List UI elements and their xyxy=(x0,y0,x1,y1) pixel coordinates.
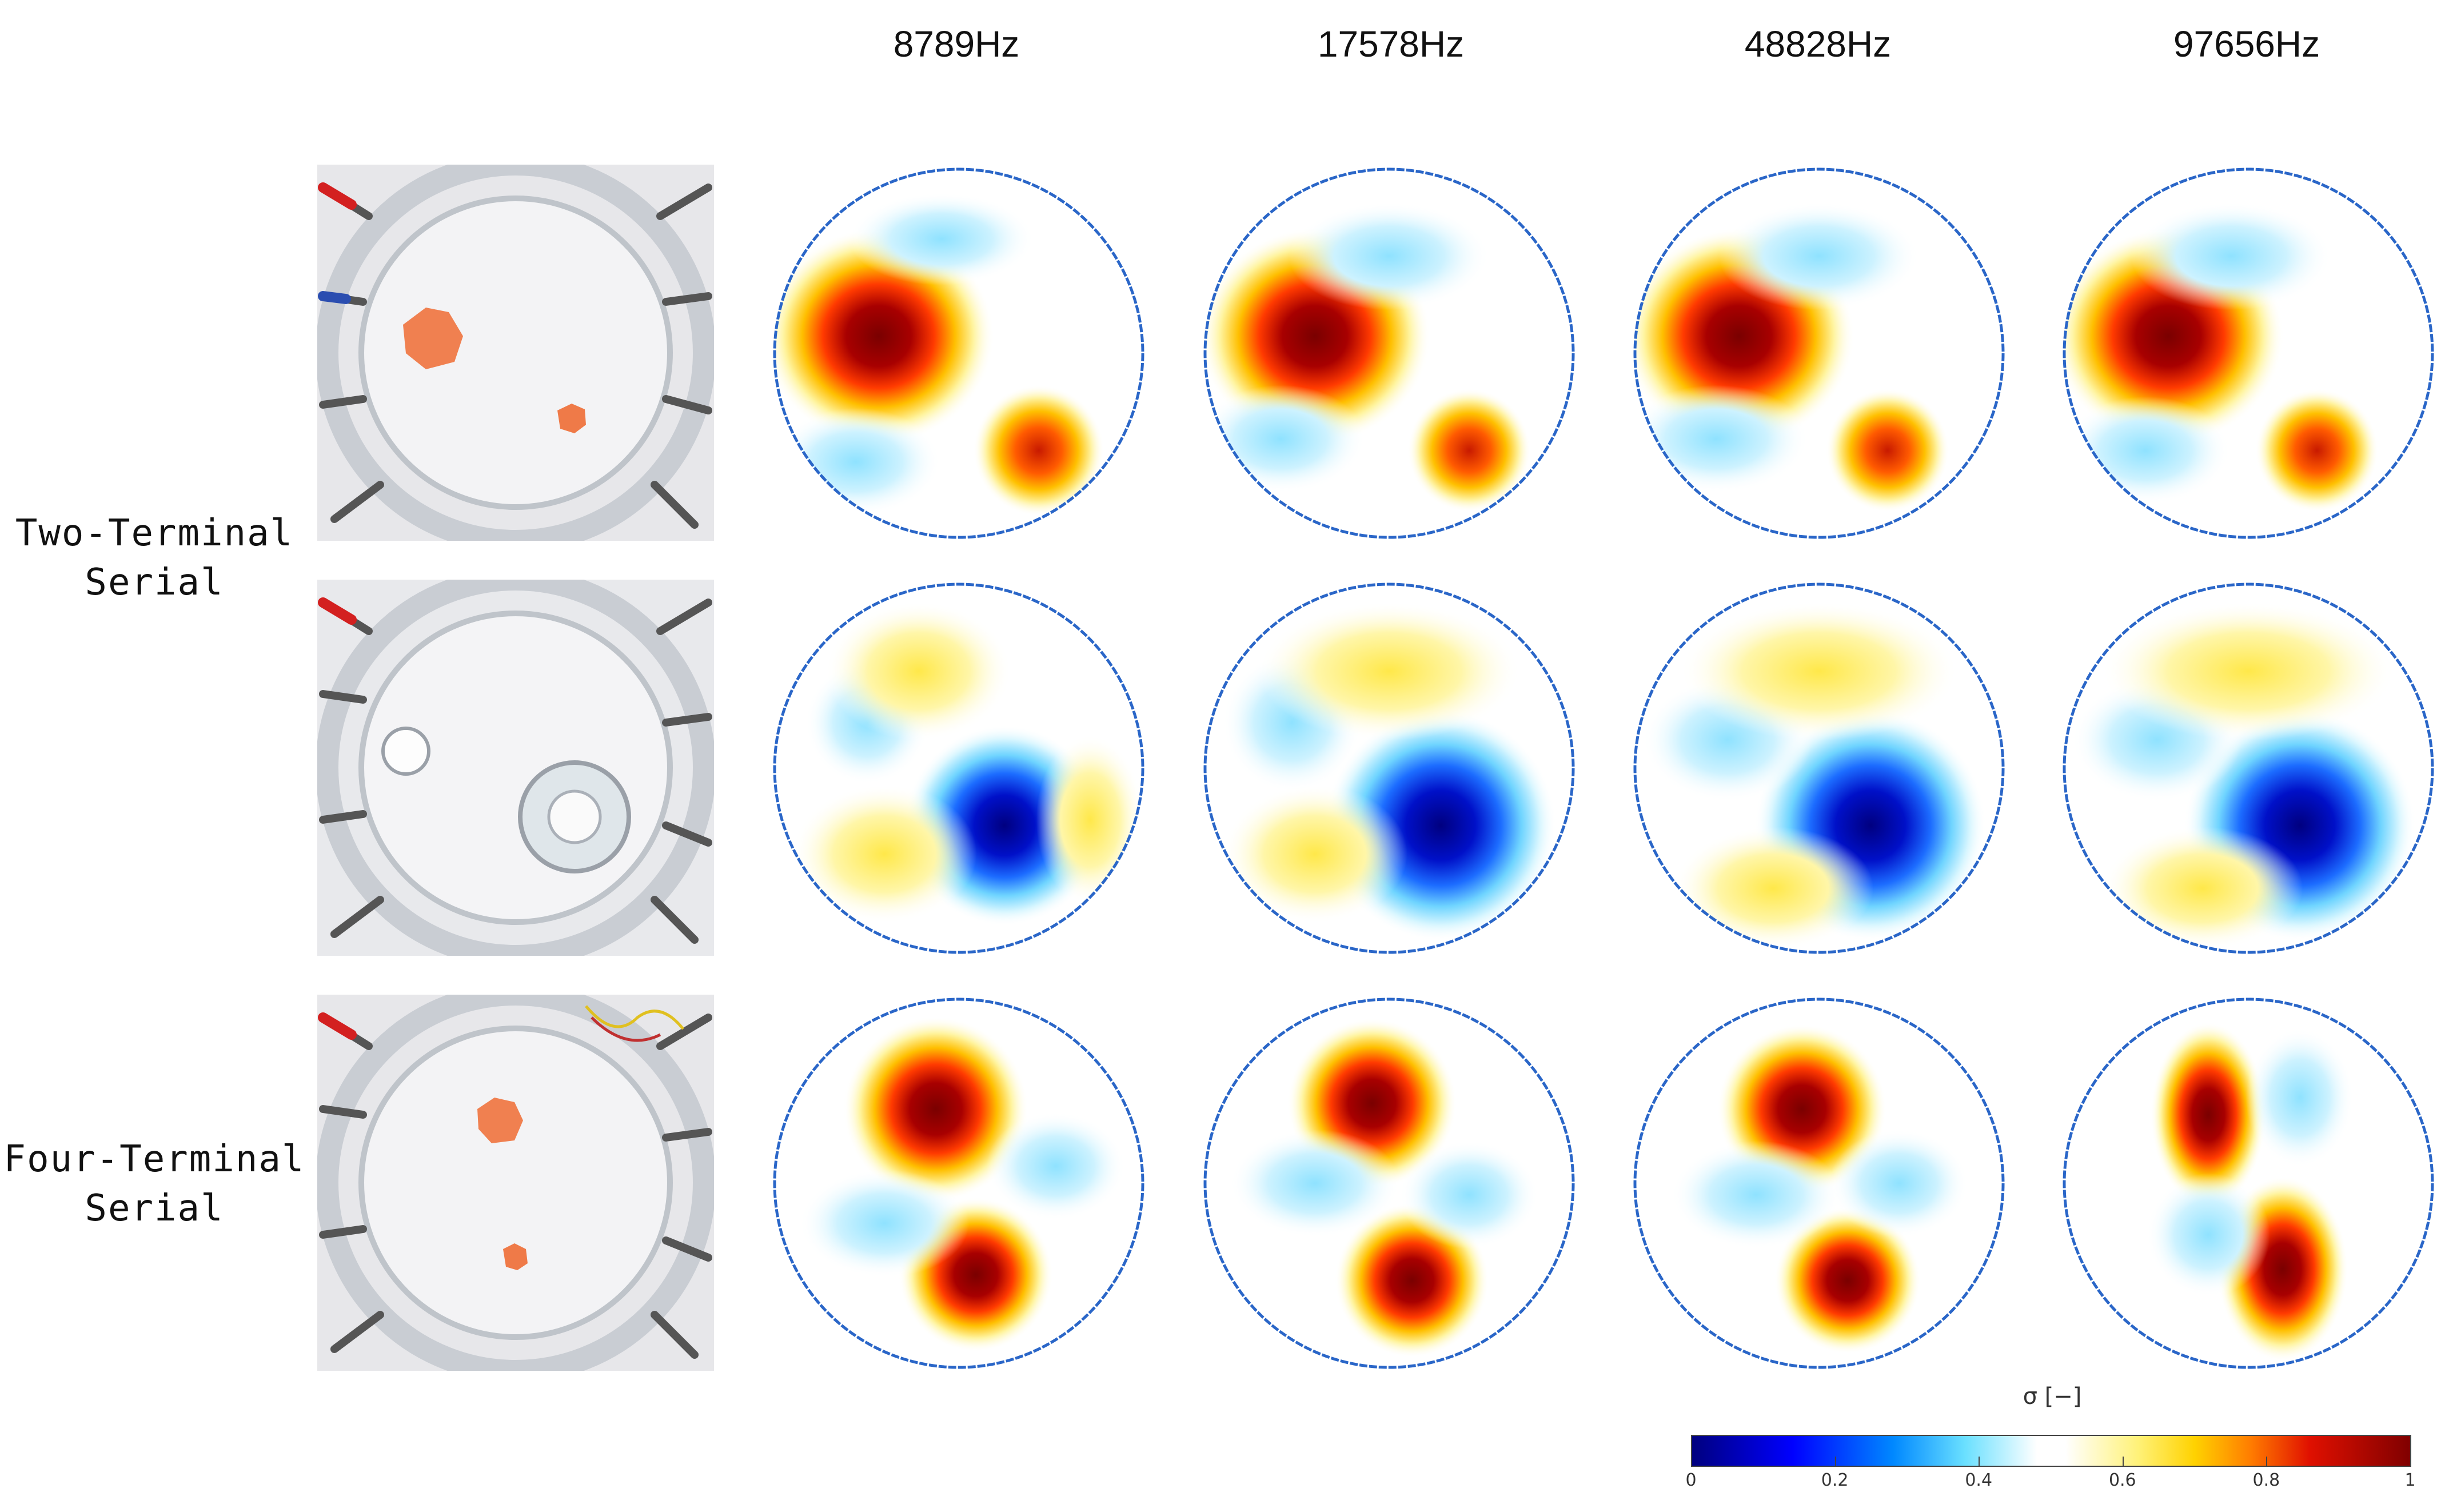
reconstruction-field xyxy=(1635,169,2003,537)
conductivity-region-hot-small xyxy=(2255,389,2379,512)
domain-boundary xyxy=(2063,167,2434,539)
row-label-line2: Serial xyxy=(85,561,224,604)
reconstruction-field xyxy=(2064,169,2432,537)
colorbar-tick-label: 0.8 xyxy=(2252,1470,2280,1490)
conductivity-region-yellow xyxy=(1673,827,1874,950)
column-header-97656hz: 97656Hz xyxy=(2173,23,2320,65)
conductivity-region-hot-small xyxy=(1407,389,1531,512)
conductivity-region-cyan xyxy=(799,1169,970,1278)
reconstruction-field xyxy=(775,584,1143,952)
reconstruction-row1-col1 xyxy=(773,167,1144,539)
reconstruction-field xyxy=(2064,584,2432,952)
reconstruction-row2-col4 xyxy=(2063,583,2434,954)
colorbar-tick-mark xyxy=(2122,1457,2124,1467)
row-label-line1: Two-Terminal xyxy=(15,512,294,554)
conductivity-region-hot xyxy=(843,1016,1028,1202)
conductivity-region-hot xyxy=(1774,1207,1921,1354)
conductivity-region-yellow xyxy=(1036,735,1143,905)
domain-boundary xyxy=(1203,583,1575,954)
colorbar xyxy=(1691,1435,2411,1467)
colorbar-tick-label: 0.6 xyxy=(2108,1470,2136,1490)
reconstruction-row1-col2 xyxy=(1203,167,1575,539)
conductivity-region-cyan xyxy=(2245,1028,2354,1167)
conductivity-region-cyan xyxy=(2131,202,2332,310)
experiment-photo-carrots-four-terminal xyxy=(317,995,714,1371)
colorbar-tick-mark xyxy=(1834,1457,1836,1467)
reconstruction-row1-col4 xyxy=(2063,167,2434,539)
conductivity-region-hot-small xyxy=(1826,389,1949,512)
conductivity-region-cyan xyxy=(849,193,1034,285)
conductivity-region-hot-small xyxy=(973,385,1104,516)
domain-boundary xyxy=(773,583,1144,954)
colorbar-tick-label: 1 xyxy=(2404,1470,2416,1490)
domain-boundary xyxy=(2063,583,2434,954)
reconstruction-row2-col1 xyxy=(773,583,1144,954)
conductivity-region-cyan xyxy=(1671,1140,1841,1249)
reconstruction-row2-col2 xyxy=(1203,583,1575,954)
domain-boundary xyxy=(773,167,1144,539)
domain-boundary xyxy=(773,998,1144,1369)
colorbar-tick-label: 0.4 xyxy=(1965,1470,1993,1490)
reconstruction-row2-col3 xyxy=(1633,583,2005,954)
conductivity-region-cyan xyxy=(1399,1140,1539,1249)
experiment-photo-carrots-two-terminal xyxy=(317,165,714,541)
reconstruction-field xyxy=(1635,584,2003,952)
reconstruction-row3-col4 xyxy=(2063,998,2434,1369)
reconstruction-field xyxy=(1205,999,1573,1367)
colorbar-tick-label: 0 xyxy=(1685,1470,1697,1490)
colorbar-tick-mark xyxy=(2410,1457,2411,1467)
conductivity-region-cyan xyxy=(986,1112,1126,1220)
conductivity-region-cyan xyxy=(1829,1129,1969,1238)
reconstruction-row3-col3 xyxy=(1633,998,2005,1369)
colorbar-tick-label: 0.2 xyxy=(1821,1470,1849,1490)
conductivity-region-yellow xyxy=(792,784,977,924)
conductivity-region-yellow xyxy=(2101,601,2395,741)
colorbar-title: σ [−] xyxy=(2023,1383,2082,1410)
row-label-line1: Four-Terminal xyxy=(3,1138,305,1180)
domain-boundary xyxy=(1203,998,1575,1369)
conductivity-region-yellow xyxy=(1222,784,1407,924)
reconstruction-field xyxy=(1205,169,1573,537)
colorbar-tick-mark xyxy=(1979,1457,1980,1467)
row-label-four-terminal: Four-Terminal Serial xyxy=(0,1135,309,1233)
conductivity-region-cyan xyxy=(1289,202,1490,310)
conductivity-region-yellow xyxy=(826,601,1011,741)
domain-boundary xyxy=(1633,998,2005,1369)
reconstruction-field xyxy=(775,999,1143,1367)
domain-boundary xyxy=(1203,167,1575,539)
reconstruction-row1-col3 xyxy=(1633,167,2005,539)
reconstruction-field xyxy=(775,169,1143,537)
colorbar-tick-mark xyxy=(1691,1457,1692,1467)
reconstruction-row3-col2 xyxy=(1203,998,1575,1369)
reconstruction-field xyxy=(1205,584,1573,952)
column-header-48828hz: 48828Hz xyxy=(1744,23,1892,65)
reconstruction-row3-col1 xyxy=(773,998,1144,1369)
domain-boundary xyxy=(1633,583,2005,954)
column-header-8789hz: 8789Hz xyxy=(893,23,1020,65)
conductivity-region-cyan xyxy=(2064,396,2231,505)
conductivity-region-cyan xyxy=(1718,202,1920,310)
column-header-17578hz: 17578Hz xyxy=(1317,23,1465,65)
colorbar-tick-mark xyxy=(2266,1457,2268,1467)
reconstruction-field xyxy=(1635,999,2003,1367)
conductivity-region-yellow xyxy=(1258,601,1521,741)
conductivity-region-yellow xyxy=(1680,601,1958,741)
conductivity-region-hot xyxy=(2150,1022,2267,1207)
conductivity-region-yellow xyxy=(2102,827,2303,950)
experiment-photo-bottles xyxy=(317,580,714,956)
conductivity-region-cyan xyxy=(775,408,941,516)
domain-boundary xyxy=(2063,998,2434,1369)
row-label-two-terminal: Two-Terminal Serial xyxy=(0,509,309,607)
conductivity-region-cyan xyxy=(1230,1129,1400,1238)
reconstruction-field xyxy=(2064,999,2432,1367)
domain-boundary xyxy=(1633,167,2005,539)
conductivity-region-cyan xyxy=(2147,1173,2270,1296)
row-label-line2: Serial xyxy=(85,1187,224,1230)
